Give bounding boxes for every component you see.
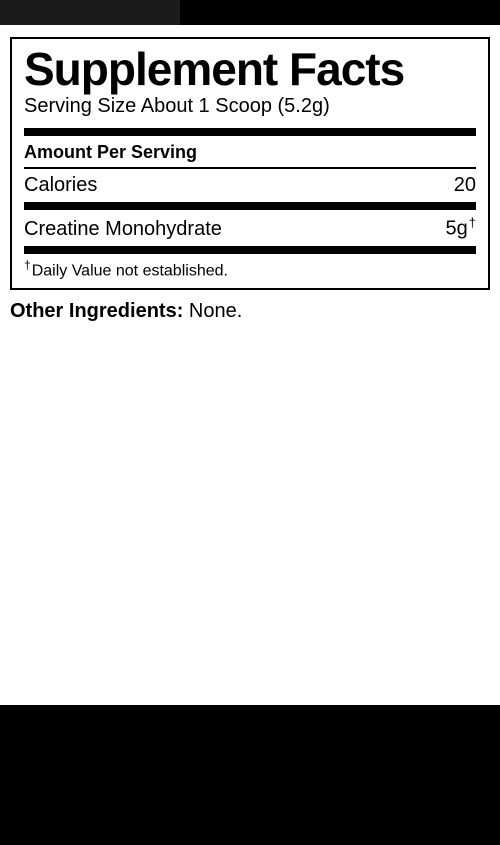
bottom-bar	[0, 705, 500, 845]
serving-size: Serving Size About 1 Scoop (5.2g)	[24, 95, 476, 118]
other-ingredients-value: None.	[183, 300, 242, 322]
dagger-icon: †	[469, 215, 476, 230]
other-ingredients: Other Ingredients: None.	[10, 300, 490, 323]
divider-thick	[24, 128, 476, 136]
nutrient-value: 20	[454, 174, 476, 197]
divider-thick	[24, 202, 476, 210]
amount-per-serving-header: Amount Per Serving	[24, 136, 476, 167]
dagger-icon: †	[24, 258, 31, 272]
other-ingredients-label: Other Ingredients:	[10, 300, 183, 322]
supplement-facts-panel: Supplement Facts Serving Size About 1 Sc…	[10, 37, 490, 290]
divider-thick	[24, 246, 476, 254]
nutrient-label: Creatine Monohydrate	[24, 218, 222, 241]
panel-title: Supplement Facts	[24, 45, 476, 93]
top-bar-segment	[0, 0, 180, 25]
nutrient-label: Calories	[24, 174, 97, 197]
nutrient-value: 5g†	[446, 215, 476, 241]
nutrient-value-text: 5g	[446, 218, 468, 240]
top-bar	[0, 0, 500, 25]
nutrient-row: Creatine Monohydrate 5g†	[24, 210, 476, 246]
footnote-text: Daily Value not established.	[32, 262, 228, 279]
footnote: †Daily Value not established.	[24, 254, 476, 280]
nutrient-row: Calories 20	[24, 169, 476, 202]
